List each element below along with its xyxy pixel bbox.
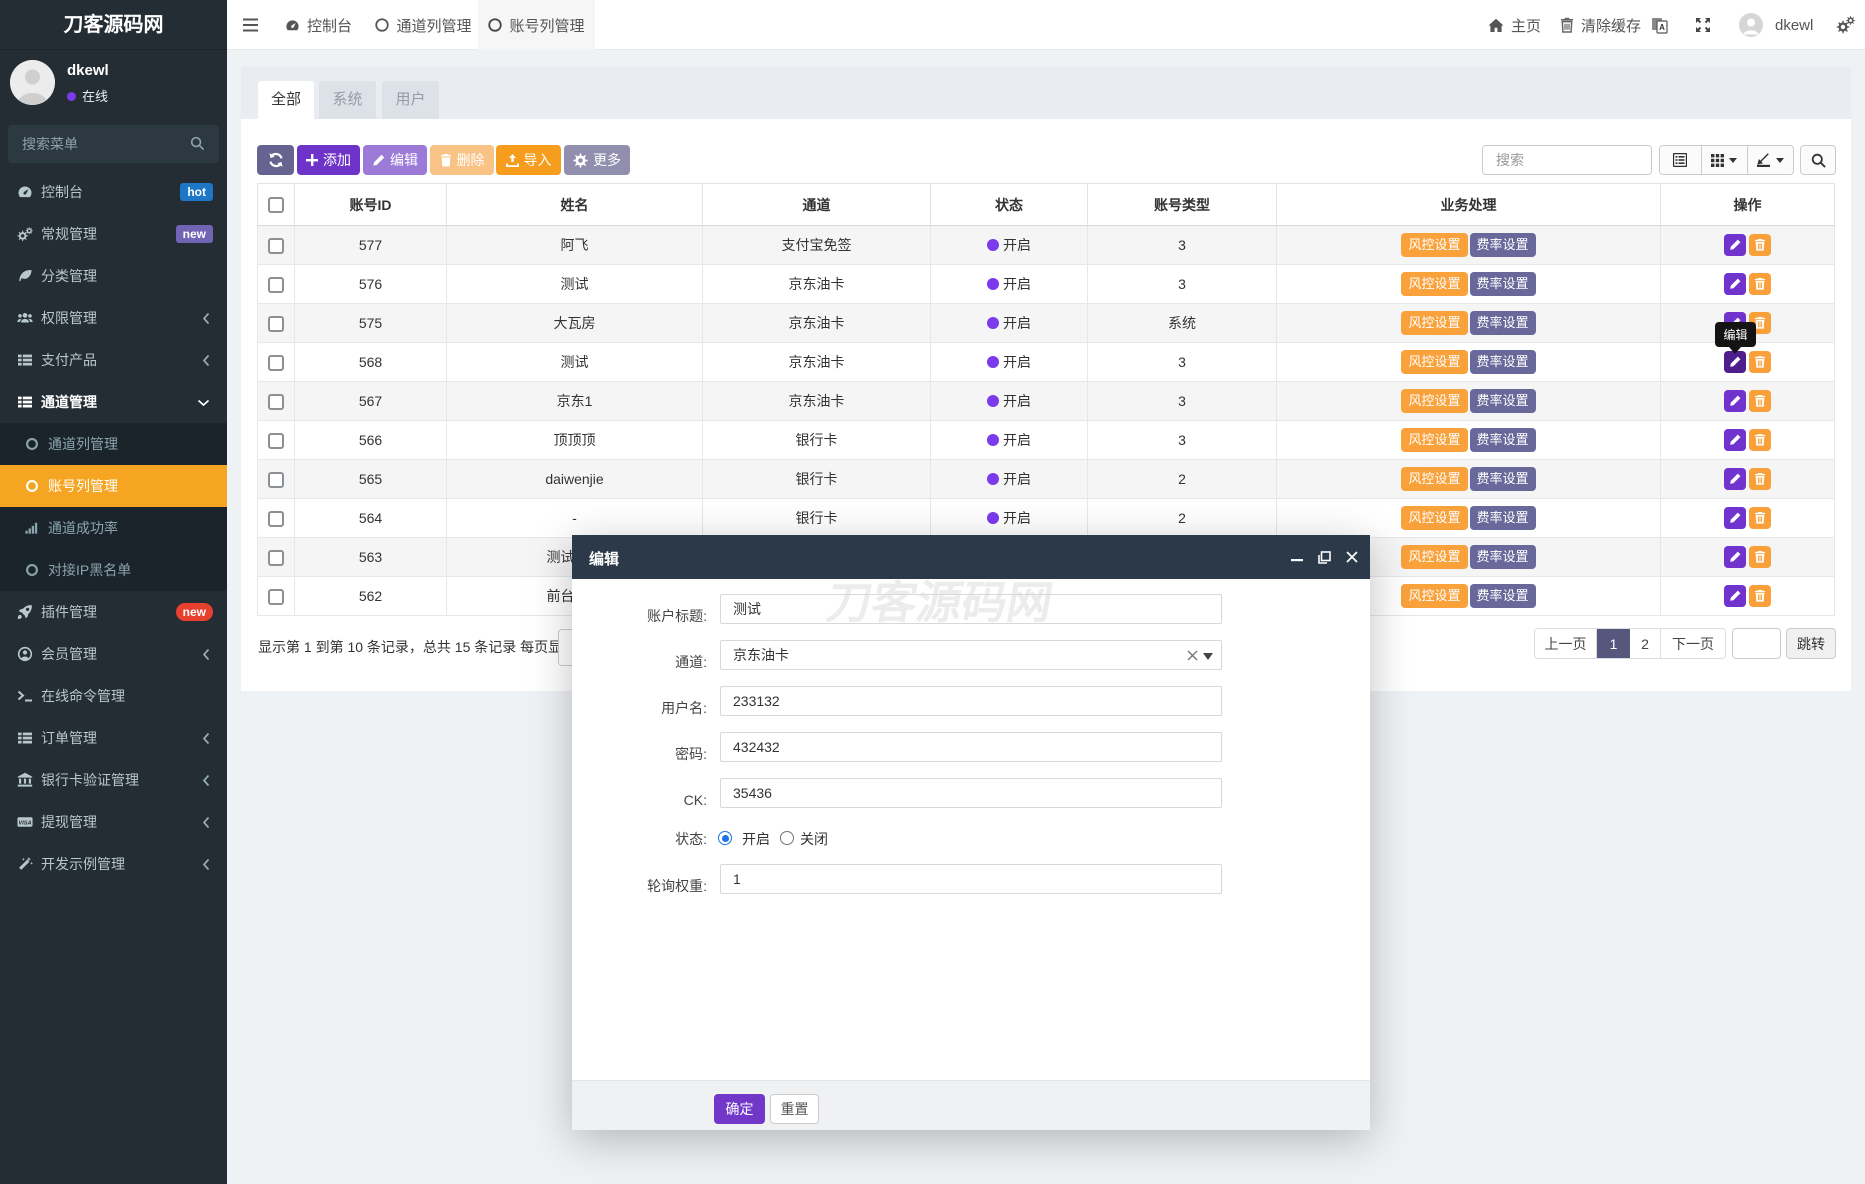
svg-text:VISA: VISA [18, 820, 31, 826]
svg-text:A: A [1659, 23, 1665, 32]
